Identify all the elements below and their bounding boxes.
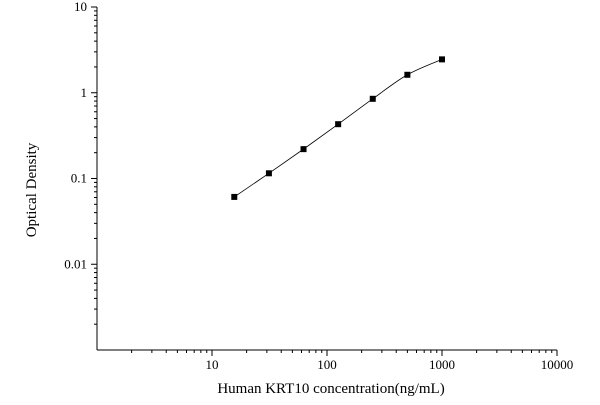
data-point: [265, 170, 272, 177]
data-point: [300, 146, 307, 153]
y-tick-label: 1: [81, 85, 88, 100]
ticks: 10 100 1000 10000 0.01 0.1 1 10: [64, 0, 573, 372]
y-tick-label: 0.1: [71, 171, 87, 186]
x-tick-label: 1000: [429, 357, 455, 372]
y-tick-label: 10: [74, 0, 87, 14]
fit-curve-layer: [234, 59, 443, 198]
data-point: [369, 95, 376, 102]
y-axis-title: Optical Density: [24, 142, 40, 237]
data-point: [439, 56, 445, 63]
fit-curve: [234, 59, 443, 198]
data-points: [231, 56, 445, 200]
data-point: [231, 193, 238, 200]
data-point: [335, 121, 342, 128]
x-axis-title: Human KRT10 concentration(ng/mL): [217, 381, 444, 397]
x-tick-label: 100: [317, 357, 337, 372]
x-tick-label: 10000: [541, 357, 574, 372]
x-tick-label: 10: [206, 357, 219, 372]
axes: [96, 7, 557, 351]
data-point: [404, 71, 411, 78]
y-tick-label: 0.01: [64, 256, 87, 271]
